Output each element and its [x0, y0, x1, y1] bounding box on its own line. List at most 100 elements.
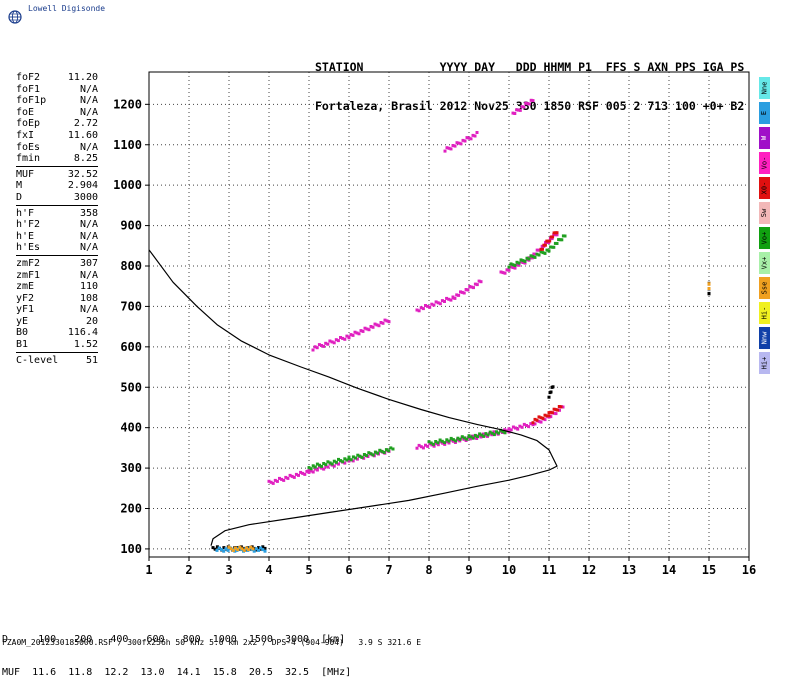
trace-point [526, 102, 529, 106]
trace-point [549, 410, 553, 414]
param-label: C-level [16, 354, 59, 366]
trace-point [492, 433, 496, 437]
trace-point [322, 462, 326, 465]
trace-point [315, 462, 319, 466]
trace-point [527, 102, 531, 106]
trace-point [240, 547, 244, 551]
trace-point [495, 430, 498, 434]
trace-point [391, 447, 395, 451]
trace-point [438, 438, 442, 442]
trace-point [553, 233, 557, 237]
trace-point [341, 336, 345, 340]
param-value: N/A [79, 230, 98, 242]
x-tick-label: 3 [225, 563, 232, 577]
trace-point [445, 146, 449, 150]
trace-point [524, 101, 528, 105]
trace-point [443, 441, 447, 445]
trace-point [311, 464, 315, 468]
trace-point [320, 466, 324, 470]
param-label: foEp [16, 118, 41, 130]
param-row: yF1 N/A [16, 304, 98, 316]
trace-point [458, 437, 462, 441]
trace-point [503, 431, 507, 435]
trace-point [507, 427, 511, 431]
param-value: 307 [79, 257, 98, 269]
trace-point [515, 108, 519, 112]
trace-point [217, 546, 221, 550]
trace-point [415, 446, 419, 450]
trace-point [326, 465, 330, 469]
param-label: fmin [16, 153, 41, 165]
trace-point [531, 423, 535, 427]
param-value: 11.60 [67, 129, 98, 141]
param-value: 110 [79, 281, 98, 293]
trace-point [376, 451, 380, 455]
trace-point [533, 417, 537, 421]
trace-point [238, 545, 242, 549]
trace-point [463, 139, 467, 143]
trace-segment [507, 234, 567, 269]
trace-segment [539, 231, 559, 251]
trace-point [539, 416, 543, 420]
trace-point [550, 411, 554, 415]
trace-point [551, 385, 555, 389]
trace-point [499, 428, 503, 432]
trace-point [365, 327, 369, 331]
trace-point [550, 245, 554, 249]
trace-point [515, 263, 519, 267]
trace-point [336, 339, 340, 343]
trace-point [424, 443, 427, 447]
trace-point [557, 405, 561, 408]
trace-point [332, 464, 336, 468]
trace-point [303, 472, 307, 476]
trace-point [215, 548, 219, 552]
trace-point [434, 440, 438, 443]
trace-point [543, 418, 547, 422]
param-label: h'E [16, 230, 35, 242]
legend-item: Vo- [759, 152, 770, 174]
trace-point [330, 462, 334, 466]
trace-point [373, 322, 377, 326]
trace-point [355, 457, 359, 461]
trace-point [311, 348, 315, 352]
trace-point [322, 467, 326, 471]
trace-point [324, 463, 328, 467]
trace-point [301, 471, 305, 475]
trace-point [460, 435, 464, 439]
trace-point [529, 254, 533, 258]
trace-point [548, 239, 552, 243]
logo-text: Lowell Digisonde [28, 4, 106, 13]
trace-point [556, 408, 560, 412]
trace-point [343, 457, 347, 461]
param-row: M 2.904 [16, 180, 98, 192]
trace-point [334, 338, 338, 342]
trace-point [537, 415, 541, 419]
station-header: STATION YYYY DAY DDD HHMM P1 FFS S AXN P… [315, 35, 744, 126]
trace-point [385, 319, 389, 323]
y-tick-label: 1000 [113, 178, 142, 192]
y-tick-label: 100 [120, 542, 142, 556]
param-value: 2.904 [67, 180, 98, 192]
trace-point [455, 141, 459, 145]
trace-point [429, 441, 433, 445]
trace-point [539, 420, 543, 424]
trace-point [415, 308, 419, 312]
trace-point [445, 438, 449, 442]
trace-point [343, 461, 347, 465]
trace-point [475, 131, 479, 134]
trace-point [381, 321, 385, 325]
trace-point [427, 440, 431, 444]
param-label: B0 [16, 327, 29, 339]
trace-point [251, 547, 255, 551]
trace-point [377, 324, 381, 328]
trace-point [292, 475, 296, 479]
trace-point [473, 433, 477, 437]
plot-frame [148, 71, 750, 558]
trace-point [339, 459, 343, 463]
trace-point [247, 548, 251, 552]
trace-point [551, 235, 555, 239]
x-tick-label: 15 [702, 563, 716, 577]
trace-point [518, 424, 522, 428]
trace-point [387, 449, 391, 453]
trace-point [475, 283, 479, 287]
